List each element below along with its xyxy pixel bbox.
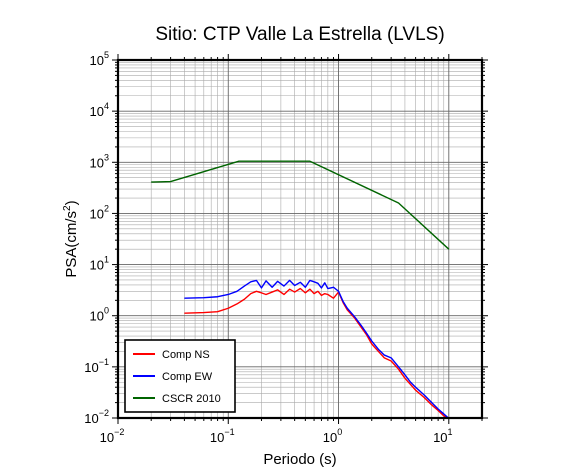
y-tick-label: 101 — [90, 255, 109, 273]
x-tick-label-base: 10 — [210, 430, 224, 445]
y-tick-label-exponent: 2 — [104, 203, 109, 213]
y-axis-label: PSA(cm/s2) — [62, 200, 80, 277]
legend: Comp NS Comp EW CSCR 2010 — [124, 339, 236, 413]
series-layer — [151, 160, 450, 418]
y-tick-label-exponent: −1 — [99, 357, 109, 367]
y-tick-label-exponent: 0 — [104, 306, 109, 316]
x-tick-label: 10−1 — [210, 427, 235, 445]
y-tick-label-exponent: −2 — [99, 408, 109, 418]
y-axis-label-text: PSA(cm/s — [63, 211, 80, 278]
y-tick-label: 102 — [90, 203, 109, 221]
grid-minor — [118, 60, 483, 418]
x-tick-label-exponent: 1 — [448, 427, 453, 437]
x-tick-label-exponent: 0 — [337, 427, 342, 437]
y-tick-label-base: 10 — [90, 155, 104, 170]
x-tick-label-exponent: −2 — [114, 427, 124, 437]
x-tick-label-base: 10 — [433, 430, 447, 445]
legend-label-2: Comp EW — [162, 371, 213, 383]
x-tick-label-base: 10 — [100, 430, 114, 445]
y-tick-label-exponent: 1 — [104, 255, 109, 265]
x-axis-label: Periodo (s) — [263, 451, 336, 468]
y-tick-label-base: 10 — [90, 104, 104, 119]
chart-title: Sitio: CTP Valle La Estrella (LVLS) — [155, 24, 444, 45]
series-line-3 — [151, 160, 450, 250]
series-line-2 — [184, 279, 450, 418]
y-axis-label-superscript: 2 — [62, 205, 73, 211]
y-tick-label: 10−1 — [84, 357, 109, 375]
y-tick-label-base: 10 — [90, 53, 104, 68]
x-tick-label: 101 — [433, 427, 452, 445]
y-tick-label-exponent: 4 — [104, 101, 109, 111]
y-tick-label-base: 10 — [84, 411, 98, 426]
legend-label-3: CSCR 2010 — [162, 393, 221, 405]
y-tick-label: 104 — [90, 101, 109, 119]
y-tick-label-base: 10 — [90, 206, 104, 221]
y-tick-label: 103 — [90, 152, 109, 170]
y-tick-label-base: 10 — [90, 258, 104, 273]
y-tick-label-exponent: 5 — [104, 50, 109, 60]
x-tick-label: 10−2 — [100, 427, 125, 445]
y-axis-label-close: ) — [63, 200, 80, 205]
x-tick-label-exponent: −1 — [224, 427, 234, 437]
y-tick-label-base: 10 — [90, 309, 104, 324]
y-tick-label: 100 — [90, 306, 109, 324]
y-tick-label-base: 10 — [84, 360, 98, 375]
series-line-1 — [184, 287, 449, 418]
legend-label-1: Comp NS — [162, 349, 210, 361]
plot-frame — [116, 58, 484, 420]
x-tick-label-base: 10 — [323, 430, 337, 445]
y-tick-label-exponent: 3 — [104, 152, 109, 162]
x-tick-label: 100 — [323, 427, 342, 445]
y-tick-label: 10−2 — [84, 408, 109, 426]
y-tick-label: 105 — [90, 50, 109, 68]
